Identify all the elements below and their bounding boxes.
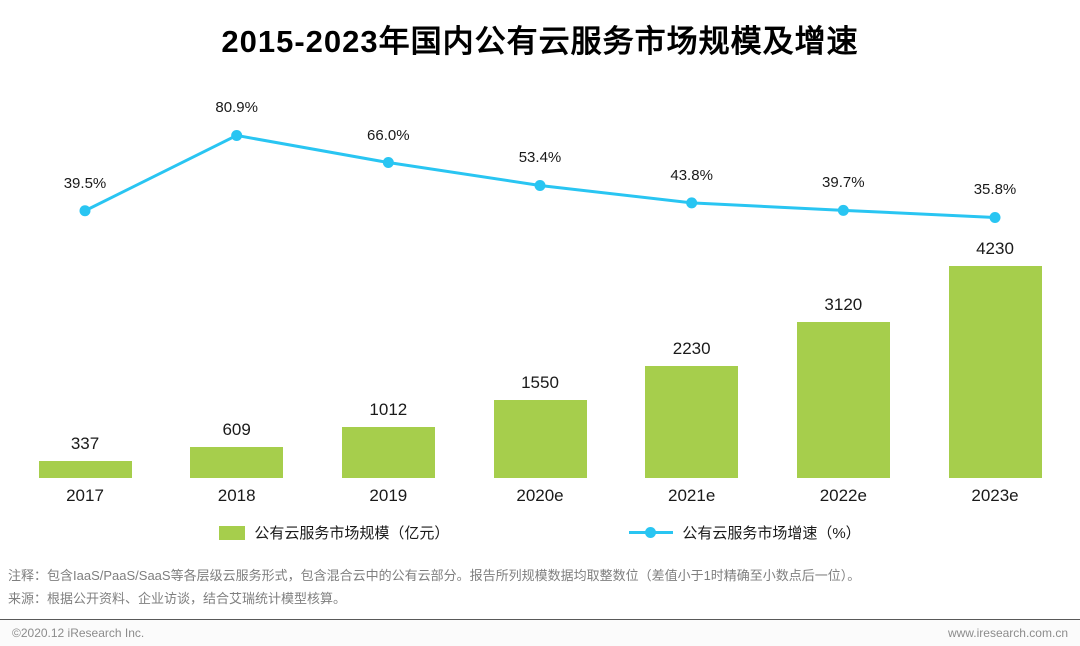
growth-line xyxy=(79,129,1001,223)
bar-value-label-2022e: 3120 xyxy=(824,294,863,314)
bar-2020e xyxy=(493,400,587,478)
line-point-2021e xyxy=(686,197,698,209)
line-point-2020e xyxy=(534,179,546,191)
line-dot-icon xyxy=(645,527,657,538)
line-point-2023e xyxy=(989,211,1001,223)
bar-value-label-2017: 337 xyxy=(70,434,100,454)
x-axis-label-2018: 2018 xyxy=(217,486,256,505)
legend-bar-label: 公有云服务市场规模（亿元） xyxy=(254,525,450,542)
website-link[interactable]: www.iresearch.com.cn xyxy=(947,626,1068,640)
bar-2019 xyxy=(341,427,435,478)
chart-plot-area: 337 2017 39.5% 609 2018 80.9% 1012 2019 66.0% 155… xyxy=(35,88,1045,505)
growth-label-2020e: 53.4% xyxy=(518,149,562,167)
bar-2021e xyxy=(645,366,739,478)
bar-value-label-2019: 1012 xyxy=(369,400,408,420)
legend-item-bar: 公有云服务市场规模（亿元） xyxy=(219,522,449,543)
bar-value-label-2021e: 2230 xyxy=(672,339,711,359)
copyright-text: ©2020.12 iResearch Inc. xyxy=(12,626,145,640)
bar-value-label-2018: 609 xyxy=(222,420,251,440)
bar-2022e xyxy=(796,321,890,478)
legend-line-label: 公有云服务市场增速（%） xyxy=(682,525,861,542)
bar-2023e xyxy=(948,266,1042,478)
note-line-2: 来源：根据公开资料、企业访谈，结合艾瑞统计模型核算。 xyxy=(8,591,347,607)
line-point-2019 xyxy=(382,157,394,169)
x-axis-label-2020e: 2020e xyxy=(516,486,564,505)
growth-label-2019: 66.0% xyxy=(367,126,410,144)
bar-2018 xyxy=(190,447,284,478)
growth-label-2021e: 43.8% xyxy=(670,166,713,184)
legend: 公有云服务市场规模（亿元） 公有云服务市场增速（%） xyxy=(0,522,1080,543)
chart-title: 2015-2023年国内公有云服务市场规模及增速 xyxy=(221,24,859,59)
growth-label-2018: 80.9% xyxy=(215,99,258,117)
x-axis-label-2023e: 2023e xyxy=(971,486,1019,505)
growth-label-2022e: 39.7% xyxy=(822,174,865,192)
x-axis-label-2017: 2017 xyxy=(66,486,104,505)
line-point-2018 xyxy=(231,129,243,141)
bar-value-label-2020e: 1550 xyxy=(521,373,559,393)
x-axis-label-2022e: 2022e xyxy=(819,486,867,505)
x-axis-label-2021e: 2021e xyxy=(668,486,716,505)
bar-2017 xyxy=(38,461,132,478)
line-marker-icon xyxy=(629,527,674,538)
growth-label-2023e: 35.8% xyxy=(973,181,1017,199)
x-axis-label-2019: 2019 xyxy=(369,486,408,505)
line-point-2022e xyxy=(837,204,849,216)
footer-bar: ©2020.12 iResearch Inc. www.iresearch.co… xyxy=(0,619,1080,646)
bar-value-label-2023e: 4230 xyxy=(976,239,1014,258)
line-point-2017 xyxy=(79,205,91,217)
footnotes: 注释：包含IaaS/PaaS/SaaS等各层级云服务形式，包含混合云中的公有云部… xyxy=(8,564,1074,611)
bar-swatch-icon xyxy=(219,525,246,540)
legend-item-line: 公有云服务市场增速（%） xyxy=(629,522,861,543)
growth-label-2017: 39.5% xyxy=(63,174,107,192)
note-line-1: 注释：包含IaaS/PaaS/SaaS等各层级云服务形式，包含混合云中的公有云部… xyxy=(8,568,861,583)
